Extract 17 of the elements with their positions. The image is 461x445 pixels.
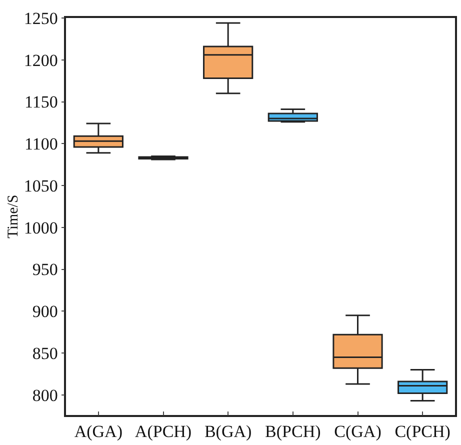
y-tick-label: 950 [32, 260, 58, 280]
x-tick-label: B(PCH) [265, 422, 321, 442]
x-tick-label: B(GA) [204, 422, 252, 442]
x-tick-label: A(PCH) [134, 422, 192, 442]
y-tick-label: 850 [32, 344, 58, 363]
y-tick-label: 800 [32, 386, 58, 405]
y-tick-label: 1050 [24, 176, 58, 196]
x-tick-label: A(GA) [74, 422, 122, 442]
y-tick-label: 900 [32, 302, 58, 322]
y-tick-label: 1100 [24, 134, 58, 154]
y-tick-label: 1150 [24, 92, 58, 112]
y-tick-label: 1250 [24, 8, 58, 28]
y-tick-label: 1000 [24, 218, 58, 238]
y-tick-label: 1200 [24, 50, 58, 70]
y-axis-title: Time/S [6, 194, 22, 238]
x-tick-label: C(GA) [334, 422, 382, 442]
x-tick-label: C(PCH) [394, 422, 450, 442]
